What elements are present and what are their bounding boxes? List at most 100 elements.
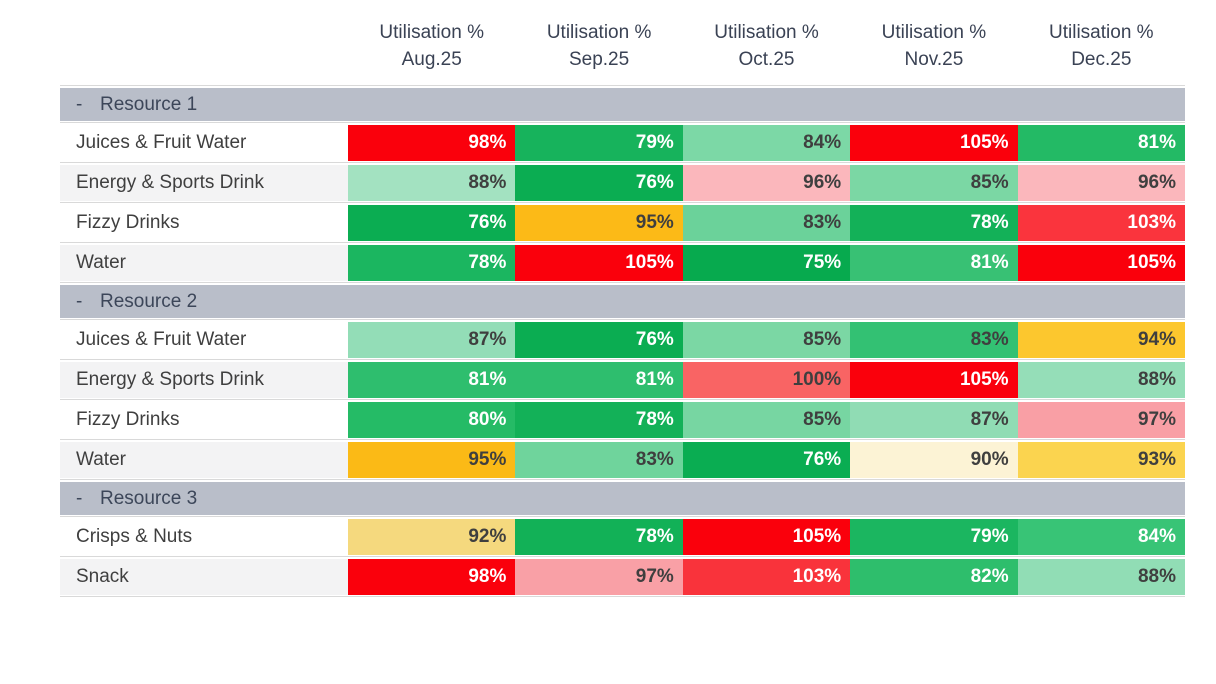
- row-divider: [60, 515, 1185, 519]
- column-header-aug-25: Utilisation % Aug.25: [348, 6, 515, 84]
- row-divider: [60, 478, 1185, 482]
- utilisation-cell: 81%: [850, 245, 1018, 281]
- row-divider: [60, 281, 1185, 285]
- collapse-icon[interactable]: -: [76, 487, 83, 509]
- row-label: Snack: [60, 559, 348, 595]
- utilisation-cell: 76%: [348, 205, 516, 241]
- column-header-sep-25: Utilisation % Sep.25: [515, 6, 682, 84]
- row-label: Juices & Fruit Water: [60, 125, 348, 161]
- matrix-row-water: Water 78% 105% 75% 81% 105%: [60, 245, 1185, 281]
- matrix-row-fizzy-drinks: Fizzy Drinks 80% 78% 85% 87% 97%: [60, 402, 1185, 438]
- utilisation-cell: 85%: [850, 165, 1018, 201]
- utilisation-cell: 79%: [515, 125, 683, 161]
- group-header-resource-3[interactable]: - Resource 3: [60, 482, 1185, 515]
- utilisation-cell: 88%: [1017, 559, 1185, 595]
- utilisation-cell: 83%: [682, 205, 851, 241]
- row-label: Water: [60, 442, 348, 478]
- utilisation-cell: 97%: [1017, 402, 1185, 438]
- row-divider: [60, 358, 1185, 362]
- collapse-icon[interactable]: -: [76, 93, 83, 115]
- collapse-icon[interactable]: -: [76, 290, 83, 312]
- utilisation-cell: 92%: [348, 519, 516, 555]
- utilisation-cell: 85%: [682, 402, 851, 438]
- utilisation-cell: 81%: [515, 362, 683, 398]
- utilisation-cell: 83%: [515, 442, 683, 478]
- utilisation-cell: 95%: [515, 205, 683, 241]
- matrix-row-juices-fruit-water: Juices & Fruit Water 98% 79% 84% 105% 81%: [60, 125, 1185, 161]
- utilisation-cell: 103%: [1017, 205, 1185, 241]
- utilisation-cell: 95%: [348, 442, 516, 478]
- matrix-row-fizzy-drinks: Fizzy Drinks 76% 95% 83% 78% 103%: [60, 205, 1185, 241]
- matrix-row-water: Water 95% 83% 76% 90% 93%: [60, 442, 1185, 478]
- row-label: Crisps & Nuts: [60, 519, 348, 555]
- utilisation-cell: 79%: [850, 519, 1018, 555]
- row-divider: [60, 241, 1185, 245]
- matrix-body: - Resource 1 Juices & Fruit Water 98% 79% 84%…: [60, 84, 1185, 599]
- column-measure-label: Utilisation %: [881, 22, 987, 43]
- row-label: Fizzy Drinks: [60, 205, 348, 241]
- utilisation-cell: 93%: [1017, 442, 1185, 478]
- utilisation-cell: 84%: [1017, 519, 1185, 555]
- column-period-label: Nov.25: [904, 49, 964, 70]
- row-divider: [60, 438, 1185, 442]
- column-period-label: Dec.25: [1071, 49, 1132, 70]
- row-divider: [60, 84, 1185, 88]
- utilisation-cell: 80%: [348, 402, 516, 438]
- utilisation-cell: 87%: [348, 322, 516, 358]
- utilisation-cell: 78%: [515, 519, 683, 555]
- matrix-row-juices-fruit-water: Juices & Fruit Water 87% 76% 85% 83% 94%: [60, 322, 1185, 358]
- utilisation-cell: 98%: [348, 125, 516, 161]
- utilisation-cell: 100%: [682, 362, 851, 398]
- group-header-resource-1[interactable]: - Resource 1: [60, 88, 1185, 121]
- utilisation-cell: 81%: [1017, 125, 1185, 161]
- row-label: Juices & Fruit Water: [60, 322, 348, 358]
- row-label: Water: [60, 245, 348, 281]
- row-divider: [60, 595, 1185, 599]
- utilisation-cell: 96%: [1017, 165, 1185, 201]
- column-header-oct-25: Utilisation % Oct.25: [683, 6, 850, 84]
- utilisation-cell: 85%: [682, 322, 851, 358]
- utilisation-cell: 83%: [850, 322, 1018, 358]
- row-divider: [60, 161, 1185, 165]
- group-label: Resource 3: [100, 487, 198, 509]
- corner-cell: [60, 6, 348, 84]
- utilisation-cell: 105%: [850, 125, 1018, 161]
- column-measure-label: Utilisation %: [546, 22, 652, 43]
- utilisation-cell: 87%: [850, 402, 1018, 438]
- group-header-resource-2[interactable]: - Resource 2: [60, 285, 1185, 318]
- column-measure-label: Utilisation %: [1049, 22, 1154, 43]
- utilisation-cell: 78%: [850, 205, 1018, 241]
- utilisation-cell: 88%: [1017, 362, 1185, 398]
- column-header-nov-25: Utilisation % Nov.25: [850, 6, 1017, 84]
- utilisation-cell: 75%: [682, 245, 851, 281]
- utilisation-cell: 105%: [850, 362, 1018, 398]
- utilisation-matrix: Utilisation % Aug.25 Utilisation % Sep.25 Ut…: [60, 6, 1185, 599]
- row-divider: [60, 201, 1185, 205]
- utilisation-cell: 78%: [515, 402, 683, 438]
- utilisation-cell: 103%: [682, 559, 851, 595]
- matrix-row-energy-sports-drink: Energy & Sports Drink 81% 81% 100% 105% 88%: [60, 362, 1185, 398]
- utilisation-cell: 97%: [515, 559, 683, 595]
- utilisation-cell: 105%: [515, 245, 683, 281]
- group-label: Resource 1: [100, 93, 198, 115]
- utilisation-cell: 76%: [515, 165, 683, 201]
- row-label: Energy & Sports Drink: [60, 362, 348, 398]
- column-measure-label: Utilisation %: [714, 22, 819, 43]
- row-divider: [60, 318, 1185, 322]
- column-measure-label: Utilisation %: [379, 22, 484, 43]
- matrix-row-energy-sports-drink: Energy & Sports Drink 88% 76% 96% 85% 96%: [60, 165, 1185, 201]
- utilisation-cell: 81%: [348, 362, 516, 398]
- column-period-label: Oct.25: [738, 49, 795, 70]
- utilisation-cell: 94%: [1017, 322, 1185, 358]
- row-label: Fizzy Drinks: [60, 402, 348, 438]
- column-period-label: Sep.25: [568, 49, 630, 70]
- matrix-row-crisps-nuts: Crisps & Nuts 92% 78% 105% 79% 84%: [60, 519, 1185, 555]
- utilisation-cell: 78%: [348, 245, 516, 281]
- row-label: Energy & Sports Drink: [60, 165, 348, 201]
- utilisation-cell: 82%: [850, 559, 1018, 595]
- utilisation-cell: 105%: [1017, 245, 1185, 281]
- row-divider: [60, 398, 1185, 402]
- row-divider: [60, 555, 1185, 559]
- matrix-row-snack: Snack 98% 97% 103% 82% 88%: [60, 559, 1185, 595]
- utilisation-cell: 105%: [682, 519, 851, 555]
